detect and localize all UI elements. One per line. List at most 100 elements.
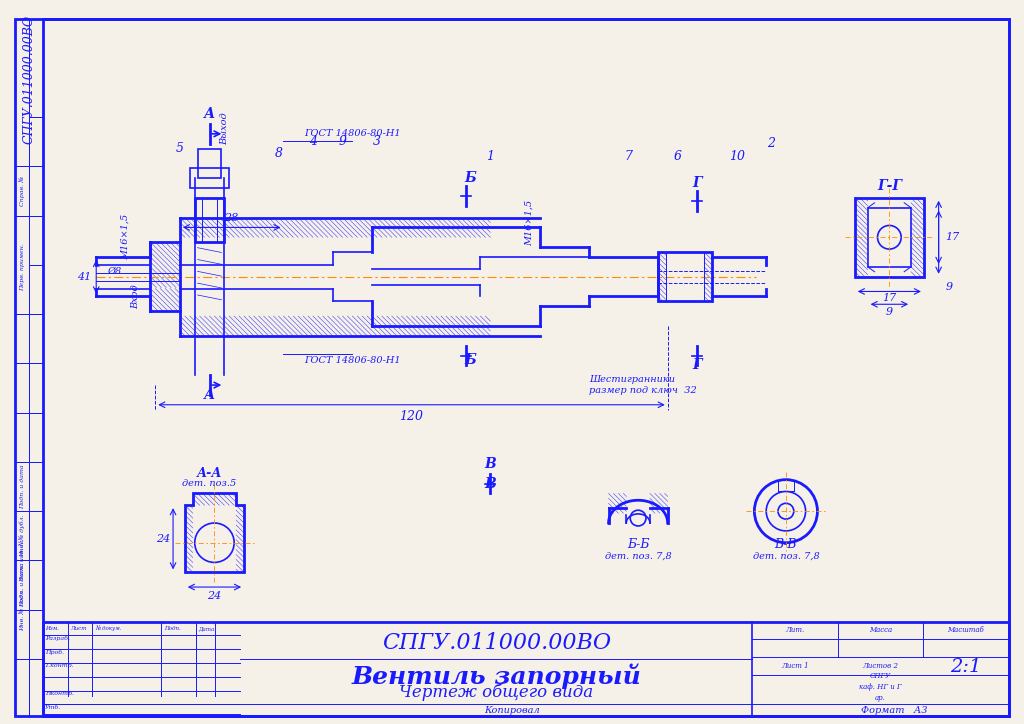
Bar (15, 462, 30, 511)
Text: А: А (204, 107, 215, 121)
Bar (151, 243, 180, 311)
Text: СПГУ.011000.00ВО: СПГУ.011000.00ВО (23, 15, 36, 144)
Text: Подп. и дата: Подп. и дата (19, 563, 25, 607)
Text: дет. поз. 7,8: дет. поз. 7,8 (753, 552, 819, 561)
Text: 9: 9 (339, 135, 346, 148)
Text: Взам. инв. №: Взам. инв. № (19, 539, 25, 581)
Text: СПГУ
каф. НГ и Г
ар.: СПГУ каф. НГ и Г ар. (859, 672, 902, 702)
Text: Проб.: Проб. (45, 649, 65, 654)
Text: В: В (484, 457, 497, 471)
Bar (15, 314, 30, 363)
Text: Вход: Вход (131, 284, 140, 308)
Text: 9: 9 (886, 307, 893, 317)
Bar (30, 216, 43, 265)
Text: Формат   А3: Формат А3 (861, 706, 928, 715)
Text: 7: 7 (625, 150, 632, 163)
Text: 3: 3 (373, 135, 381, 148)
Bar (198, 148, 221, 178)
Bar (30, 265, 43, 314)
Text: А: А (204, 388, 215, 402)
Bar (30, 363, 43, 413)
Bar (195, 198, 224, 243)
Text: Справ. №: Справ. № (19, 176, 26, 206)
Text: Чертеж общего вида: Чертеж общего вида (399, 683, 593, 702)
Text: 17: 17 (945, 232, 959, 243)
Text: 8: 8 (274, 147, 283, 160)
Text: А-А: А-А (197, 467, 222, 480)
Text: Г: Г (692, 358, 702, 372)
Text: 24: 24 (156, 534, 170, 544)
Bar (30, 117, 43, 167)
Text: 10: 10 (729, 150, 744, 163)
Text: Подп. и дата: Подп. и дата (19, 464, 25, 509)
Bar (15, 610, 30, 659)
Text: Дата: Дата (199, 626, 215, 631)
Bar (867, 208, 911, 267)
Text: Г: Г (692, 176, 702, 190)
Text: Г-Г: Г-Г (877, 179, 902, 193)
Text: 1: 1 (486, 150, 495, 163)
Text: В: В (484, 476, 497, 491)
Text: Выход: Выход (220, 113, 228, 146)
Text: Лит.: Лит. (785, 626, 805, 634)
Bar (855, 198, 924, 277)
Text: Копировал: Копировал (484, 706, 540, 715)
Text: дет. поз. 7,8: дет. поз. 7,8 (605, 552, 672, 561)
Bar (15, 413, 30, 462)
Bar (30, 610, 43, 659)
Bar (15, 511, 30, 560)
Text: Лист: Лист (71, 626, 87, 631)
Text: № докум.: № докум. (95, 626, 122, 631)
Text: дет. поз.5: дет. поз.5 (182, 479, 237, 488)
Bar (657, 252, 712, 301)
Text: Масса: Масса (869, 626, 892, 634)
Bar (30, 511, 43, 560)
Text: В-В: В-В (774, 538, 797, 551)
Text: M16×1,5: M16×1,5 (121, 214, 130, 261)
Bar (30, 19, 43, 117)
Bar (30, 314, 43, 363)
Text: 17: 17 (883, 293, 896, 303)
Bar (43, 621, 1009, 716)
Text: Т.контр.: Т.контр. (45, 663, 75, 668)
Text: Нконтр.: Нконтр. (45, 691, 74, 696)
Bar (15, 659, 30, 716)
Text: 2:1: 2:1 (950, 658, 982, 676)
Text: Ø8: Ø8 (106, 267, 121, 277)
Text: Шестигранники
размер под ключ  32: Шестигранники размер под ключ 32 (589, 375, 696, 395)
Bar (30, 413, 43, 462)
Text: Перв. примен.: Перв. примен. (19, 243, 25, 291)
Text: Б-Б: Б-Б (627, 538, 649, 551)
Text: Инв. № дубл.: Инв. № дубл. (19, 515, 26, 557)
Text: ГОСТ 14806-80-Н1: ГОСТ 14806-80-Н1 (304, 130, 400, 138)
Text: Лист 1: Лист 1 (781, 662, 809, 670)
Text: Б: Б (465, 171, 476, 185)
Bar (15, 560, 30, 610)
Bar (15, 19, 30, 167)
Bar (30, 560, 43, 610)
Bar (15, 363, 30, 413)
Text: 120: 120 (399, 410, 424, 423)
Text: Листов 2: Листов 2 (862, 662, 898, 670)
Text: Б: Б (465, 353, 476, 368)
Text: Подп.: Подп. (164, 626, 181, 631)
Text: 2: 2 (767, 137, 775, 150)
Text: Инв. № подл.: Инв. № подл. (19, 589, 25, 631)
Text: Утб.: Утб. (45, 704, 61, 710)
Text: Масштаб: Масштаб (947, 626, 984, 634)
Bar (30, 167, 43, 216)
Text: 4: 4 (309, 135, 317, 148)
Text: 28: 28 (224, 213, 239, 222)
Text: 41: 41 (77, 272, 91, 282)
Text: ГОСТ 14806-80-Н1: ГОСТ 14806-80-Н1 (304, 356, 400, 365)
Text: СПГУ.011000.00ВО: СПГУ.011000.00ВО (382, 632, 610, 654)
Text: 5: 5 (176, 142, 184, 155)
Text: M16×1,5: M16×1,5 (525, 199, 535, 245)
Text: 9: 9 (945, 282, 952, 292)
Bar (15, 167, 30, 216)
Bar (189, 168, 229, 188)
Text: Разраб.: Разраб. (45, 636, 70, 641)
Text: 24: 24 (207, 591, 221, 601)
Text: Изм.: Изм. (45, 626, 59, 631)
Bar (15, 216, 30, 314)
